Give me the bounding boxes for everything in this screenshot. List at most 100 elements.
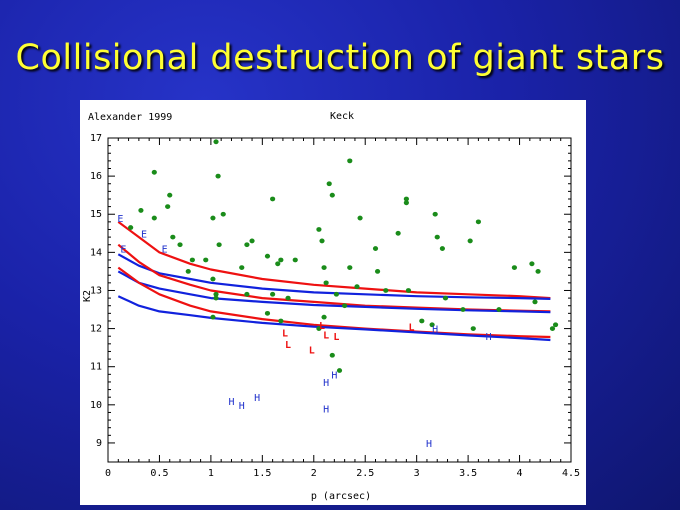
star-letter-H: H — [323, 405, 329, 416]
star-point — [210, 276, 216, 282]
y-tick-label: 11 — [90, 362, 102, 373]
star-point — [213, 139, 219, 145]
star-point — [244, 291, 250, 297]
y-tick-label: 16 — [90, 171, 102, 182]
star-point — [249, 238, 255, 244]
y-tick-label: 12 — [90, 324, 102, 335]
star-letter-H: H — [426, 439, 432, 450]
star-point — [316, 326, 322, 331]
scatter-chart: Alexander 1999 Keck p (arcsec) K2 0 0.5 1 1… — [82, 111, 580, 502]
star-point — [374, 269, 381, 274]
star-point — [264, 310, 271, 316]
plot-panel: Alexander 1999 Keck p (arcsec) K2 0 0.5 1 1… — [80, 100, 586, 505]
x-axis-label: p (arcsec) — [311, 491, 371, 502]
star-point — [316, 227, 322, 232]
annotation-center: Keck — [330, 111, 354, 122]
star-point — [357, 215, 363, 221]
star-point — [292, 257, 298, 263]
star-letter-H: H — [239, 401, 245, 412]
star-point — [439, 246, 445, 251]
y-axis-label: K2 — [82, 290, 93, 302]
star-point — [244, 242, 250, 248]
x-tick-label: 2 — [311, 468, 317, 479]
star-point — [403, 200, 409, 206]
star-point — [549, 326, 556, 331]
x-tick-label: 2.5 — [356, 468, 374, 479]
star-point — [552, 322, 559, 328]
star-letter-L: L — [333, 332, 339, 343]
star-point — [333, 291, 340, 297]
model-curve-red — [117, 221, 551, 300]
star-point — [264, 253, 271, 259]
star-point — [419, 318, 425, 324]
star-point — [475, 219, 481, 225]
star-point — [347, 158, 353, 164]
slide-title: Collisional destruction of giant stars — [15, 38, 665, 78]
x-tick-label: 4.5 — [562, 468, 580, 479]
star-letter-E: E — [141, 229, 147, 240]
y-tick-label: 10 — [90, 400, 102, 411]
star-point — [511, 265, 518, 270]
star-letter-L: L — [309, 346, 315, 357]
star-point — [203, 257, 209, 263]
y-tick-label: 17 — [90, 133, 102, 144]
star-point — [165, 204, 171, 210]
star-letter-H: H — [228, 397, 234, 408]
star-letter-E: E — [162, 245, 168, 256]
star-point — [354, 284, 360, 290]
star-point — [432, 211, 438, 217]
star-point — [270, 291, 276, 297]
star-point — [185, 269, 191, 274]
model-curve-blue — [117, 270, 551, 314]
model-curve-blue — [117, 295, 551, 342]
star-point — [215, 173, 221, 179]
star-letter-E: E — [120, 245, 126, 256]
star-point — [189, 257, 195, 263]
star-point — [529, 261, 535, 267]
star-point — [213, 291, 219, 297]
x-tick-label: 4 — [517, 468, 523, 479]
star-point — [270, 196, 276, 202]
star-letter-H: H — [331, 370, 337, 381]
star-point — [467, 238, 473, 244]
plot-frame — [107, 137, 572, 463]
y-tick-label: 14 — [90, 247, 102, 258]
star-point — [321, 314, 327, 320]
star-point — [326, 181, 332, 187]
star-point — [220, 211, 226, 217]
model-curve-red — [117, 266, 551, 339]
star-point — [383, 288, 389, 293]
star-point — [138, 208, 144, 213]
star-point — [210, 314, 216, 320]
star-point — [319, 238, 325, 244]
star-point — [216, 242, 222, 248]
y-tick-label: 13 — [90, 285, 102, 296]
star-letter-H: H — [323, 378, 329, 389]
star-point — [336, 368, 343, 373]
star-point — [167, 192, 173, 198]
star-point — [405, 288, 412, 293]
star-letter-L: L — [282, 328, 288, 339]
y-tick-label: 15 — [90, 209, 102, 220]
star-point — [323, 280, 329, 286]
x-tick-label: 3 — [414, 468, 420, 479]
star-letter-H: H — [254, 393, 260, 404]
y-tick-label: 9 — [96, 438, 102, 449]
star-point — [151, 169, 157, 175]
star-point — [285, 295, 291, 301]
star-point — [395, 230, 401, 236]
star-point — [239, 265, 245, 270]
star-point — [429, 322, 435, 328]
star-point — [372, 246, 379, 251]
star-point — [347, 265, 353, 270]
star-point — [403, 196, 409, 202]
x-tick-label: 1 — [208, 468, 214, 479]
star-letter-L: L — [285, 340, 291, 351]
star-point — [342, 303, 348, 309]
star-point — [460, 307, 466, 312]
star-point — [496, 307, 502, 312]
star-point — [532, 299, 538, 305]
star-point — [329, 352, 335, 358]
x-tick-label: 0 — [105, 468, 111, 479]
star-point — [535, 269, 541, 274]
